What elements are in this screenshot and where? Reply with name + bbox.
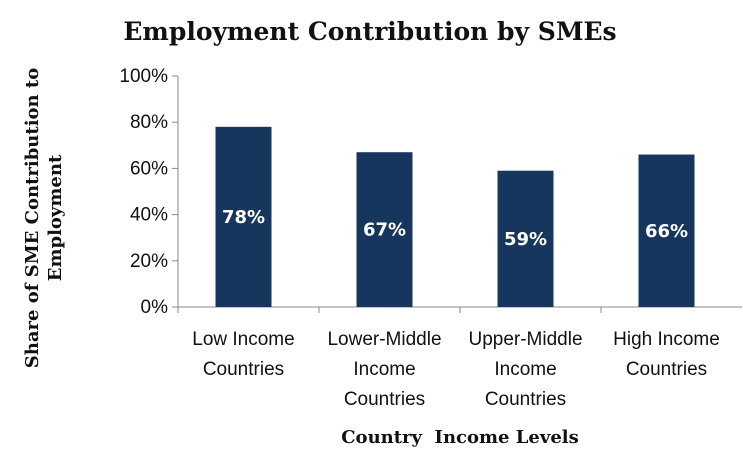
category-label: Low Income Countries — [192, 329, 294, 380]
data-label: 66% — [645, 221, 688, 242]
category-label-line: Countries — [203, 359, 284, 380]
category-label-line: Low Income — [192, 329, 294, 350]
y-tick-label: 60% — [130, 158, 168, 179]
bar — [356, 152, 413, 307]
category-label: Upper-Middle Income Countries — [468, 329, 582, 410]
bar — [215, 126, 272, 307]
category-label-line: Countries — [626, 359, 707, 380]
y-tick-label: 0% — [141, 297, 169, 318]
chart-title: Employment Contribution by SMEs — [123, 17, 616, 46]
bar — [638, 154, 695, 307]
category-label: High Income Countries — [613, 329, 720, 380]
data-label: 78% — [222, 207, 265, 228]
data-label: 59% — [504, 229, 547, 250]
x-axis-title: Country Income Levels — [341, 427, 579, 448]
category-label-line: Countries — [344, 389, 425, 410]
category-label-line: Income — [353, 359, 415, 380]
category-label-line: Income — [494, 359, 556, 380]
y-tick-label: 100% — [119, 66, 168, 87]
data-labels: 78% 67% 59% 66% — [222, 207, 688, 250]
category-labels: Low Income Countries Lower-Middle Income Cou… — [177, 307, 720, 410]
bars — [215, 126, 695, 307]
category-label-line: Countries — [485, 389, 566, 410]
y-axis-title-line-1: Share of SME Contribution to — [22, 68, 43, 368]
y-axis-ticks: 0% 20% 40% 60% 80% 100% — [119, 66, 178, 318]
y-tick-label: 20% — [130, 251, 168, 272]
category-label-line: High Income — [613, 329, 720, 350]
data-label: 67% — [363, 220, 406, 241]
y-axis-title-line-2: Employment — [45, 154, 66, 281]
y-tick-label: 40% — [130, 205, 168, 226]
bar — [497, 170, 554, 307]
category-label: Lower-Middle Income Countries — [327, 329, 441, 410]
y-tick-label: 80% — [130, 112, 168, 133]
category-label-line: Upper-Middle — [468, 329, 582, 350]
category-label-line: Lower-Middle — [327, 329, 441, 350]
y-axis-title: Share of SME Contribution to Employment — [22, 68, 66, 368]
